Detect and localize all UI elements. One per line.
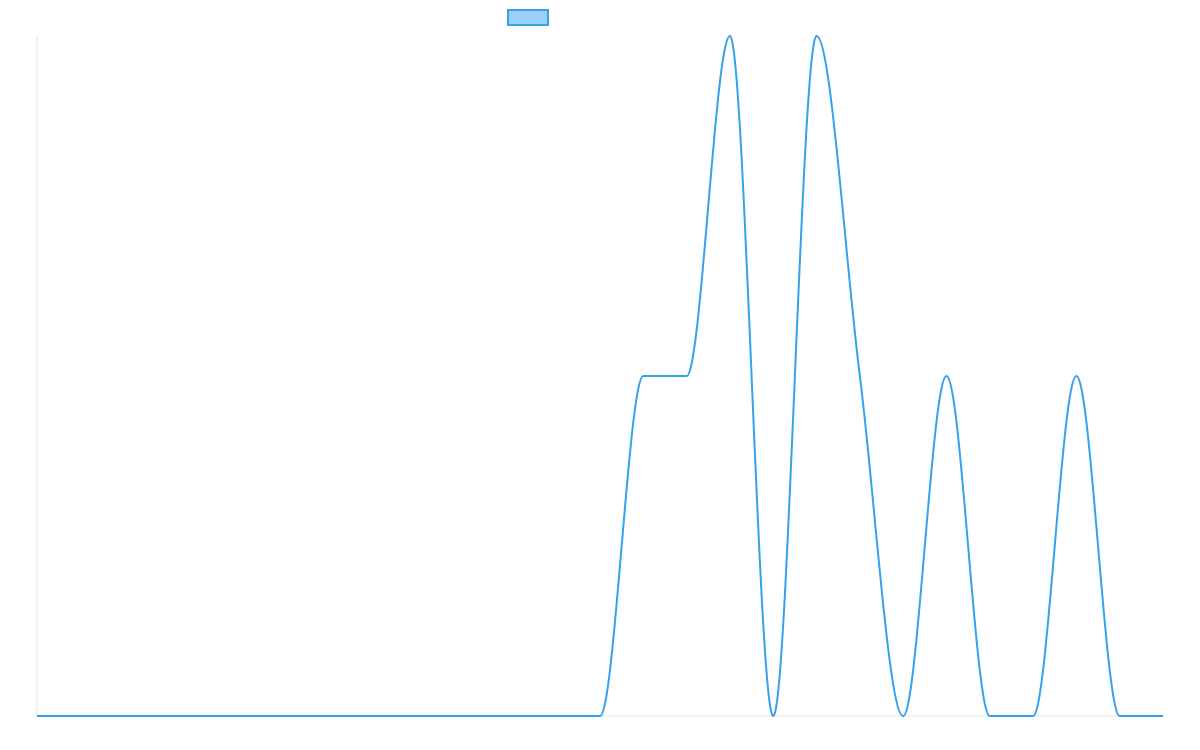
data-point[interactable] (293, 712, 301, 720)
data-point[interactable] (553, 712, 561, 720)
data-point[interactable] (336, 712, 344, 720)
data-point[interactable] (726, 32, 734, 40)
data-point[interactable] (423, 712, 431, 720)
data-point[interactable] (856, 372, 864, 380)
data-point[interactable] (206, 712, 214, 720)
data-point[interactable] (466, 712, 474, 720)
data-point[interactable] (1116, 712, 1124, 720)
data-point[interactable] (769, 712, 777, 720)
legend-swatch-0[interactable] (507, 9, 549, 26)
data-point[interactable] (250, 712, 258, 720)
data-point[interactable] (1072, 372, 1080, 380)
data-point[interactable] (33, 712, 41, 720)
data-point[interactable] (899, 712, 907, 720)
data-point[interactable] (639, 372, 647, 380)
data-point[interactable] (379, 712, 387, 720)
data-point[interactable] (509, 712, 517, 720)
data-point[interactable] (596, 712, 604, 720)
data-point[interactable] (163, 712, 171, 720)
data-point[interactable] (1159, 712, 1167, 720)
data-point[interactable] (683, 372, 691, 380)
data-point[interactable] (120, 712, 128, 720)
data-point[interactable] (76, 712, 84, 720)
series-layer (33, 32, 1167, 720)
series-line-0 (37, 35, 1163, 717)
data-point[interactable] (986, 712, 994, 720)
data-point[interactable] (1029, 712, 1037, 720)
legend[interactable] (507, 9, 549, 26)
data-point[interactable] (942, 372, 950, 380)
axes (36, 36, 1163, 717)
data-point[interactable] (813, 32, 821, 40)
